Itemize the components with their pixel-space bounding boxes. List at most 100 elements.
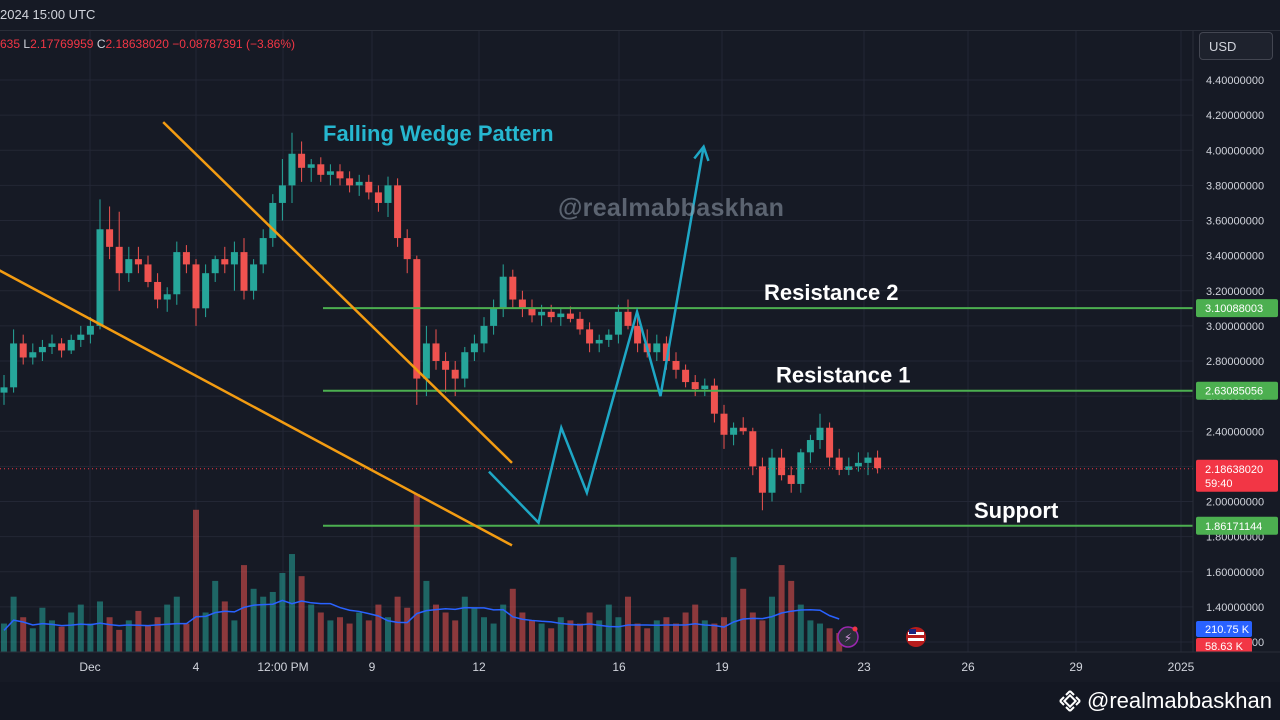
volume-bar bbox=[529, 620, 535, 652]
time-tick-label: Dec bbox=[79, 660, 100, 674]
candle-body bbox=[451, 369, 459, 379]
price-tick-label: 2.00000000 bbox=[1206, 497, 1264, 509]
candle-body bbox=[480, 325, 488, 344]
volume-bar bbox=[423, 580, 430, 652]
volume-bar bbox=[337, 617, 343, 652]
price-tick-label: 3.40000000 bbox=[1206, 251, 1264, 263]
candle-body bbox=[19, 343, 27, 358]
ohlc-low-label: L bbox=[23, 37, 31, 51]
volume-bar bbox=[269, 591, 276, 652]
volume-bar bbox=[413, 494, 420, 652]
chart-title: Falling Wedge Pattern bbox=[323, 121, 554, 146]
volume-ma-tag-text: 210.75 K bbox=[1205, 624, 1250, 636]
candle-body bbox=[0, 387, 8, 393]
price-tick-label: 1.40000000 bbox=[1206, 602, 1264, 614]
candle-body bbox=[134, 259, 142, 265]
volume-bar bbox=[385, 617, 391, 652]
candle-body bbox=[874, 457, 882, 469]
price-tick-label: 3.00000000 bbox=[1206, 321, 1264, 333]
candle-body bbox=[269, 202, 277, 239]
candle-body bbox=[58, 343, 66, 351]
candle-body bbox=[749, 431, 757, 467]
candle-body bbox=[259, 238, 267, 265]
ohlc-close: 2.18638020 bbox=[105, 37, 169, 51]
volume-bar bbox=[548, 628, 555, 652]
candle-body bbox=[470, 343, 478, 353]
flag-canton bbox=[909, 629, 916, 634]
level-price-tag-text: 1.86171144 bbox=[1205, 521, 1262, 533]
candle-body bbox=[739, 427, 747, 432]
volume-bar bbox=[375, 604, 382, 652]
time-tick-label: 9 bbox=[369, 660, 376, 674]
candle-body bbox=[701, 385, 709, 390]
candle-body bbox=[653, 343, 661, 353]
candle-body bbox=[355, 181, 363, 186]
level-price-tag-text: 3.10088003 bbox=[1205, 303, 1263, 315]
candle-body bbox=[115, 246, 123, 274]
binance-logo-icon bbox=[1059, 690, 1081, 712]
candle-body bbox=[461, 352, 469, 379]
volume-bar bbox=[701, 620, 708, 652]
candle-body bbox=[250, 264, 258, 291]
volume-bar bbox=[653, 620, 660, 652]
volume-ma-tag bbox=[1196, 621, 1252, 637]
volume-bar bbox=[817, 623, 823, 652]
time-axis: Dec 4 12:00 PM 9 12 16 19 23 26 29 2025 bbox=[0, 651, 1280, 720]
level-price-tag bbox=[1196, 299, 1278, 318]
volume-bar bbox=[97, 601, 103, 652]
volume-bar bbox=[778, 565, 785, 652]
volume-bar bbox=[365, 620, 372, 652]
candle-body bbox=[125, 259, 133, 274]
candle-body bbox=[547, 311, 555, 318]
volume-bar bbox=[596, 620, 603, 652]
candle-body bbox=[605, 334, 613, 340]
candle-body bbox=[595, 339, 603, 344]
volume-bar bbox=[20, 617, 27, 652]
candle-body bbox=[614, 311, 622, 335]
candle-body bbox=[528, 308, 536, 316]
price-axis: 4.40000000 4.20000000 4.00000000 3.80000000… bbox=[1192, 30, 1280, 653]
lightning-glyph: ⚡ bbox=[844, 631, 852, 645]
candle-body bbox=[77, 334, 85, 340]
volume-bar bbox=[77, 604, 84, 652]
volume-bar bbox=[673, 623, 679, 652]
volume-bar bbox=[586, 612, 593, 652]
level-price-tag bbox=[1196, 381, 1278, 400]
volume-bar bbox=[490, 623, 497, 652]
volume-bar bbox=[826, 628, 833, 652]
projection-arrowhead bbox=[693, 144, 710, 162]
currency-selector-button[interactable]: USD bbox=[1199, 32, 1273, 60]
candle-body bbox=[538, 311, 546, 316]
candle-body bbox=[672, 361, 680, 370]
candle-body bbox=[432, 343, 440, 361]
footer-brand-text: @realmabbaskhan bbox=[1087, 688, 1272, 713]
candle-body bbox=[221, 259, 229, 265]
volume-bar bbox=[557, 617, 564, 652]
volume-bar bbox=[145, 625, 151, 652]
candle-body bbox=[365, 181, 373, 193]
candle-body bbox=[816, 427, 824, 441]
volume-bar bbox=[471, 607, 478, 652]
volume-last-tag bbox=[1196, 638, 1252, 653]
candle-body bbox=[278, 185, 286, 203]
volume-bar bbox=[615, 617, 622, 652]
wedge-upper-line bbox=[162, 121, 513, 464]
volume-bar bbox=[193, 509, 199, 652]
volume-bar bbox=[231, 620, 238, 652]
price-tick-label: 2.40000000 bbox=[1206, 426, 1264, 438]
volume-bar bbox=[797, 604, 804, 652]
time-tick-label: 16 bbox=[612, 660, 626, 674]
volume-bar bbox=[202, 612, 209, 652]
candle-body bbox=[422, 343, 430, 379]
candle-body bbox=[202, 273, 210, 309]
candle-body bbox=[230, 252, 238, 265]
volume-bar bbox=[125, 620, 132, 652]
candle-body bbox=[720, 413, 728, 435]
candle-body bbox=[173, 252, 181, 295]
volume-bar bbox=[452, 620, 459, 652]
candle-body bbox=[10, 343, 18, 388]
volume-bar bbox=[135, 610, 142, 652]
volume-bar bbox=[567, 620, 574, 652]
candle-body bbox=[787, 475, 795, 484]
